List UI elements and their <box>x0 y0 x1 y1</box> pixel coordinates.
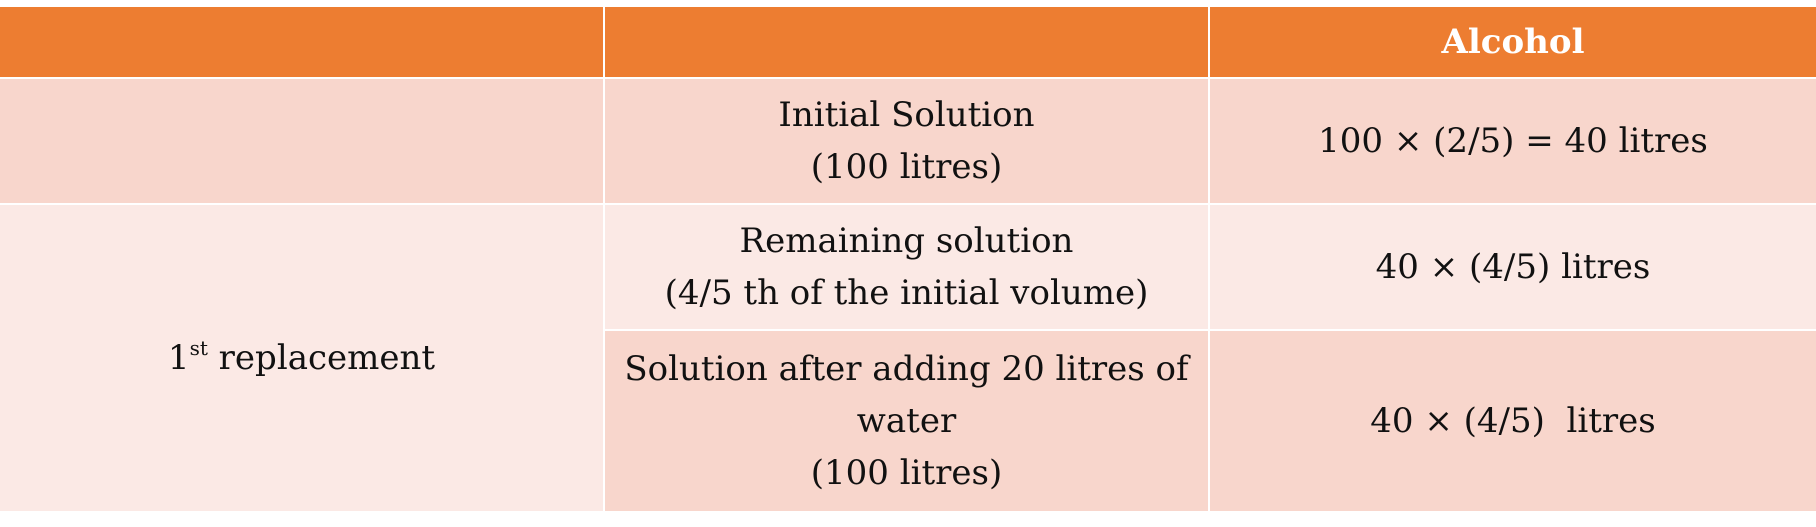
after-water-line2: water <box>856 401 957 441</box>
replacement-ordinal: 1 <box>167 338 190 378</box>
remaining-solution-line1: Remaining solution <box>739 221 1074 261</box>
after-water-line3: (100 litres) <box>810 453 1003 493</box>
row-initial-label <box>0 79 603 203</box>
row-after-water-alcohol: 40 × (4/5) litres <box>1210 331 1816 511</box>
initial-solution-line1: Initial Solution <box>778 95 1035 135</box>
header-alcohol-text: Alcohol <box>1441 22 1585 62</box>
header-cell-2 <box>605 7 1208 77</box>
remaining-alcohol-text: 40 × (4/5) litres <box>1375 247 1651 287</box>
initial-solution-line2: (100 litres) <box>810 147 1003 187</box>
header-cell-1 <box>0 7 603 77</box>
first-replacement-text: 1st replacement <box>168 332 435 384</box>
row-remaining-alcohol: 40 × (4/5) litres <box>1210 205 1816 329</box>
initial-alcohol-text: 100 × (2/5) = 40 litres <box>1318 121 1708 161</box>
row-remaining-solution: Remaining solution (4/5 th of the initia… <box>605 205 1208 329</box>
remaining-solution-line2: (4/5 th of the initial volume) <box>664 273 1149 313</box>
replacement-word: replacement <box>207 338 436 378</box>
after-water-line1: Solution after adding 20 litres of <box>624 349 1189 389</box>
header-alcohol: Alcohol <box>1210 7 1816 77</box>
row-initial-solution: Initial Solution (100 litres) <box>605 79 1208 203</box>
first-replacement-label: 1st replacement <box>0 205 603 511</box>
row-after-water-solution: Solution after adding 20 litres of water… <box>605 331 1208 511</box>
replacement-ordinal-suffix: st <box>189 335 208 360</box>
row-initial-alcohol: 100 × (2/5) = 40 litres <box>1210 79 1816 203</box>
replacement-table: Alcohol Initial Solution (100 litres) 10… <box>0 7 1816 511</box>
after-water-alcohol-text: 40 × (4/5) litres <box>1370 401 1656 441</box>
